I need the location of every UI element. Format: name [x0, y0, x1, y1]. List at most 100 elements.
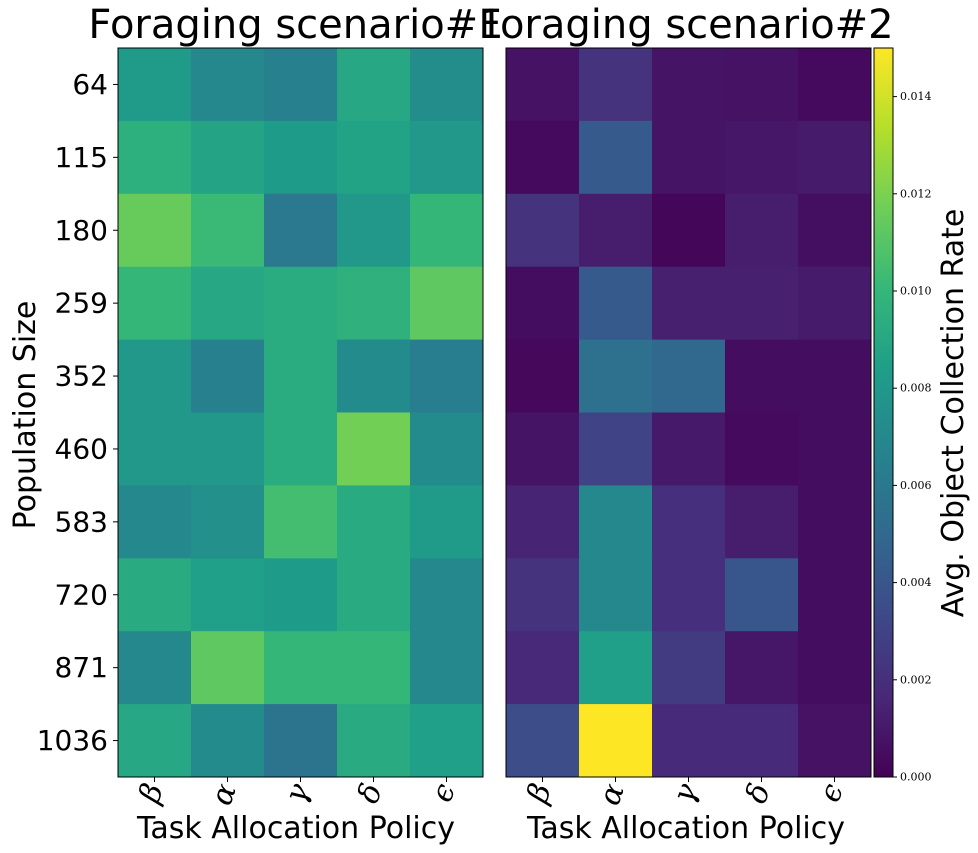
heatmap-cell: [337, 704, 411, 778]
heatmap-cell: [652, 704, 726, 778]
heatmap-cell: [798, 485, 872, 559]
heatmap-cell: [118, 339, 192, 413]
heatmap-cell: [798, 48, 872, 122]
heatmap-cell: [725, 120, 799, 195]
heatmap-cell: [191, 704, 265, 778]
heatmap-cell: [410, 631, 484, 705]
heatmap-cell: [506, 558, 580, 632]
heatmap-cell: [191, 48, 265, 122]
y-tick-label: 180: [55, 214, 108, 247]
heatmap-cell: [798, 266, 872, 341]
heatmap-cell: [410, 339, 484, 413]
heatmap-cell: [264, 631, 338, 705]
x-tick-label: β: [132, 779, 171, 808]
heatmap-cell: [798, 558, 872, 632]
heatmap-cell: [579, 412, 653, 486]
x-tick-label: δ: [351, 779, 390, 808]
heatmap-cell: [264, 48, 338, 122]
heatmap-cell: [725, 558, 799, 632]
heatmap-cell: [652, 412, 726, 486]
y-tick-label: 352: [55, 360, 108, 393]
heatmap-cell: [118, 485, 192, 559]
heatmap-cell: [652, 120, 726, 195]
heatmap-cell: [264, 704, 338, 778]
x-tick-label: α: [592, 779, 632, 810]
colorbar-tick-label: 0.014: [900, 90, 932, 103]
y-tick-label: 583: [55, 505, 108, 538]
heatmap-cell: [579, 120, 653, 195]
heatmap-cell: [579, 631, 653, 705]
heatmap-cell: [725, 704, 799, 778]
heatmap-cell: [506, 266, 580, 341]
heatmap-cell: [118, 412, 192, 486]
heatmap-cell: [264, 339, 338, 413]
heatmap-cell: [410, 48, 484, 122]
heatmap-cell: [118, 631, 192, 705]
chart-title-1: Foraging scenario#1: [88, 2, 503, 48]
heatmap-cell: [798, 339, 872, 413]
heatmap-cell: [410, 120, 484, 195]
heatmap-cell: [506, 704, 580, 778]
y-tick-label: 871: [55, 651, 108, 684]
x-tick-label: γ: [666, 779, 705, 808]
heatmap-cell: [506, 120, 580, 195]
colorbar-tick-label: 0.006: [900, 479, 932, 492]
x-tick-label: γ: [278, 779, 317, 808]
heatmap-cell: [725, 193, 799, 268]
colorbar-tick-label: 0.012: [900, 187, 932, 200]
heatmap-cell: [118, 193, 192, 268]
heatmap-cell: [410, 485, 484, 559]
heatmap-cell: [652, 485, 726, 559]
heatmap-cell: [506, 631, 580, 705]
heatmap-cell: [579, 704, 653, 778]
heatmap-cell: [264, 193, 338, 268]
heatmap-cell: [337, 412, 411, 486]
colorbar-tick-label: 0.002: [900, 673, 932, 686]
heatmap-cell: [725, 339, 799, 413]
heatmap-cell: [337, 266, 411, 341]
heatmap-cell: [118, 558, 192, 632]
heatmap-cell: [506, 339, 580, 413]
heatmap-cell: [506, 48, 580, 122]
heatmap-cell: [725, 266, 799, 341]
x-tick-label: β: [520, 779, 559, 808]
x-tick-label: ϵ: [812, 779, 851, 807]
heatmap-panel-1: β α γ δ ϵ 64 115 180 259 352 460 583 720 871 1036: [37, 47, 484, 810]
heatmap-cell: [264, 485, 338, 559]
heatmap-cell: [410, 412, 484, 486]
colorbar-tick-label: 0.010: [900, 285, 932, 298]
y-tick-label: 64: [72, 68, 108, 101]
colorbar-label: Avg. Object Collection Rate: [936, 209, 971, 618]
heatmap-cell: [579, 485, 653, 559]
colorbar-gradient: [873, 47, 894, 778]
heatmap-cell: [410, 558, 484, 632]
heatmap-cell: [337, 485, 411, 559]
y-tick-label: 720: [55, 578, 108, 611]
colorbar: 0.000 0.002 0.004 0.006 0.008 0.010 0.012 0.014…: [873, 47, 971, 784]
heatmap-cell: [798, 631, 872, 705]
heatmap-cell: [506, 193, 580, 268]
heatmap-cell: [191, 485, 265, 559]
heatmap-cell: [798, 120, 872, 195]
heatmap-cell: [725, 631, 799, 705]
heatmap-cell: [579, 48, 653, 122]
y-tick-label: 1036: [37, 724, 108, 757]
heatmap-cell: [337, 48, 411, 122]
heatmap-cell: [652, 631, 726, 705]
heatmap-cell: [410, 704, 484, 778]
heatmap-cell: [264, 266, 338, 341]
heatmap-cell: [410, 266, 484, 341]
x-axis-label-1: Task Allocation Policy: [136, 811, 455, 846]
heatmap-cell: [118, 704, 192, 778]
heatmap-cell: [725, 48, 799, 122]
heatmap-cell: [337, 558, 411, 632]
heatmap-cell: [191, 631, 265, 705]
colorbar-tick-label: 0.000: [900, 771, 932, 784]
heatmap-cell: [118, 120, 192, 195]
colorbar-tick-label: 0.004: [900, 576, 932, 589]
heatmap-cell: [652, 193, 726, 268]
heatmap-cell: [264, 412, 338, 486]
heatmap-cell: [579, 558, 653, 632]
heatmap-cell: [264, 120, 338, 195]
